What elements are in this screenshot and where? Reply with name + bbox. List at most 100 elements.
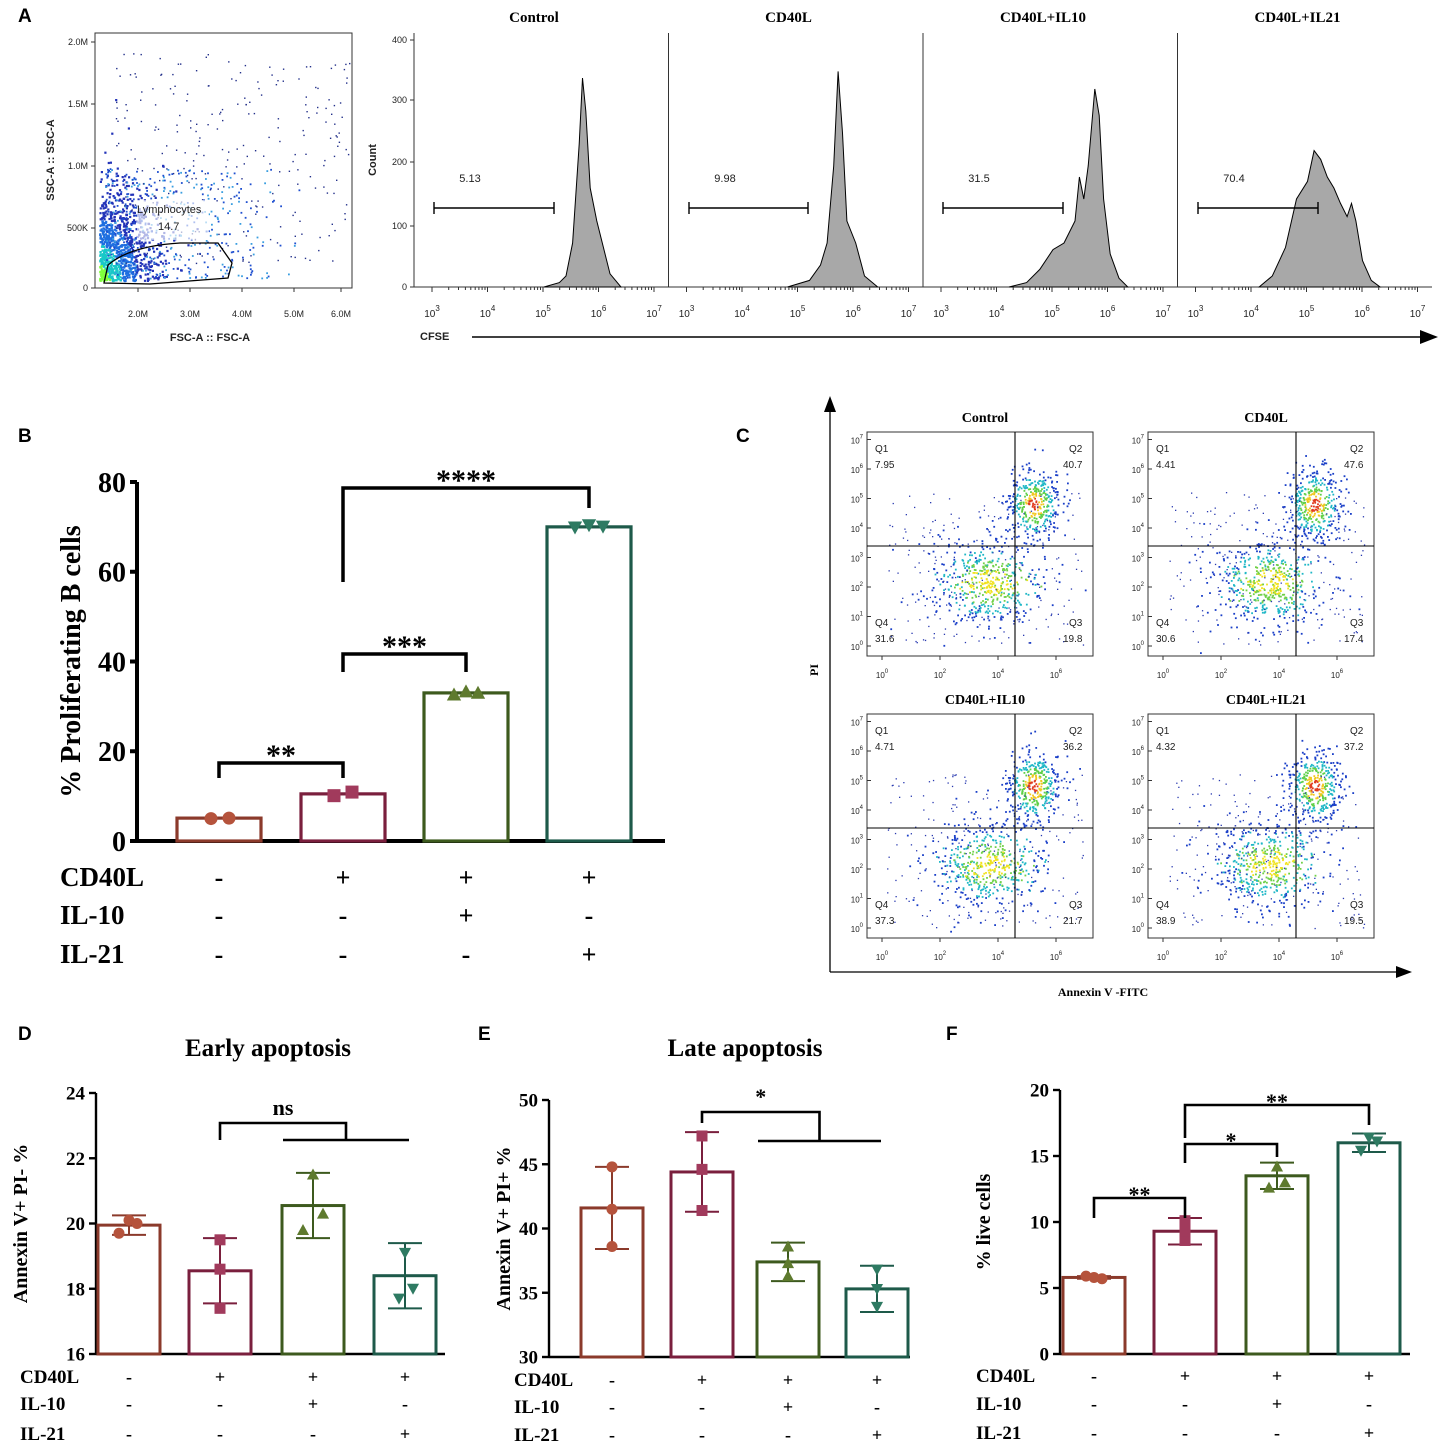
flow-dot — [964, 614, 966, 617]
flow-dot — [1024, 874, 1027, 877]
scatter-dot — [143, 253, 147, 256]
flow-dot — [1363, 544, 1366, 546]
flow-dot — [993, 546, 996, 549]
flow-dot — [1040, 767, 1043, 769]
flow-dot — [1040, 490, 1042, 492]
flow-dot — [1019, 871, 1022, 874]
scatter-dot — [106, 227, 109, 230]
flow-dot — [989, 834, 991, 837]
flow-dot — [1174, 521, 1177, 523]
flow-dot — [1056, 558, 1058, 560]
flow-dot — [1029, 483, 1032, 486]
scatter-dot — [128, 243, 131, 246]
flow-dot — [1001, 867, 1004, 870]
scatter-dot — [119, 235, 122, 238]
flow-dot — [971, 581, 974, 584]
scatter-dot — [265, 216, 268, 219]
flow-dot — [1301, 471, 1303, 473]
flow-dot — [1319, 498, 1321, 500]
flow-dot — [1039, 507, 1042, 510]
flow-dot — [951, 839, 954, 841]
scatter-dot — [195, 70, 198, 72]
scatter-dot — [248, 113, 250, 115]
scatter-dot — [131, 193, 135, 196]
flow-dot — [1358, 608, 1361, 611]
flow-dot — [958, 608, 961, 611]
flow-dot — [982, 594, 984, 596]
flow-dot — [933, 493, 935, 495]
tick-exponent: 1 — [860, 612, 864, 618]
flow-dot — [1283, 593, 1286, 596]
scatter-dot — [292, 214, 294, 217]
flow-dot — [1310, 490, 1313, 493]
flow-dot — [1297, 558, 1300, 561]
scatter-dot — [125, 265, 127, 268]
flow-dot — [983, 573, 986, 576]
flow-dot — [1170, 608, 1172, 611]
flow-dot — [1233, 585, 1236, 587]
scatter-dot — [120, 266, 123, 269]
flow-dot — [1265, 556, 1268, 559]
flow-dot — [1284, 603, 1286, 605]
flow-dot — [1045, 859, 1047, 861]
flow-dot — [1266, 583, 1268, 586]
flow-dot — [1062, 502, 1065, 505]
flow-dot — [1008, 593, 1010, 595]
x-tick-label: 104 — [989, 304, 1005, 320]
scatter-dot — [343, 68, 346, 71]
scatter-dot — [126, 227, 129, 229]
flow-dot — [1301, 603, 1304, 606]
scatter-dot — [147, 273, 150, 276]
flow-dot — [1006, 790, 1009, 793]
tick-base: 10 — [1132, 466, 1141, 475]
flow-dot — [1042, 500, 1045, 502]
scatter-dot — [110, 256, 113, 259]
flow-dot — [1251, 584, 1254, 587]
scatter-dot — [115, 249, 118, 252]
scatter-dot — [336, 136, 338, 138]
flow-dot — [1259, 593, 1262, 596]
tick-base: 10 — [1132, 584, 1141, 593]
flow-dot — [972, 903, 975, 906]
scatter-dot — [107, 171, 109, 174]
flow-dot — [1020, 879, 1023, 882]
flow-dot — [1209, 592, 1211, 594]
flow-dot — [1237, 570, 1240, 573]
flow-dot — [987, 570, 989, 572]
flow-dot — [1032, 528, 1034, 530]
scatter-dot — [328, 99, 330, 101]
scatter-dot — [135, 228, 138, 231]
flow-dot — [975, 612, 977, 615]
flow-dot — [980, 588, 982, 591]
flow-dot — [1348, 529, 1351, 531]
flow-dot — [1249, 595, 1252, 597]
flow-dot — [1013, 790, 1016, 793]
scatter-dot — [133, 263, 136, 266]
flow-dot — [916, 593, 918, 595]
scatter-dot — [100, 171, 103, 174]
flow-dot — [940, 867, 943, 870]
flow-dot — [967, 846, 970, 849]
flow-dot — [1350, 513, 1352, 515]
flow-dot — [1040, 493, 1043, 496]
scatter-dot — [130, 224, 133, 226]
flow-dot — [1019, 562, 1021, 564]
flow-dot — [1232, 590, 1234, 592]
flow-dot — [1021, 868, 1023, 871]
scatter-dot — [106, 192, 109, 195]
scatter-dot — [275, 84, 278, 86]
histogram-title: CD40L — [765, 10, 812, 26]
y-tick-label: 1.0M — [68, 161, 88, 171]
significance-label: **** — [436, 464, 496, 497]
flow-dot — [1297, 518, 1300, 521]
flow-dot — [1259, 589, 1262, 592]
flow-dot — [1264, 568, 1267, 571]
flow-dot — [1044, 800, 1047, 803]
flow-dot — [1310, 526, 1312, 528]
flow-dot — [971, 853, 974, 856]
scatter-dot — [118, 233, 120, 236]
scatter-dot — [154, 104, 157, 106]
flow-dot — [1227, 574, 1230, 577]
flow-dot — [1002, 606, 1004, 609]
flow-dot — [1303, 501, 1306, 504]
